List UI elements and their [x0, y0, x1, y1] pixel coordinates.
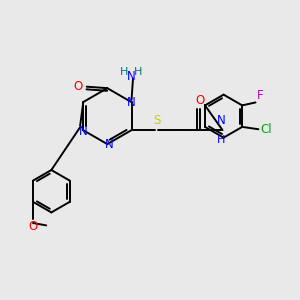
Text: N: N — [79, 125, 88, 138]
Text: S: S — [153, 114, 160, 127]
Text: H: H — [119, 67, 128, 77]
Text: O: O — [28, 220, 38, 233]
Text: N: N — [127, 96, 136, 109]
Text: O: O — [73, 80, 82, 93]
Text: F: F — [257, 88, 263, 102]
Text: H: H — [217, 135, 226, 146]
Text: Cl: Cl — [260, 123, 272, 136]
Text: N: N — [217, 114, 226, 127]
Text: N: N — [104, 138, 113, 151]
Text: N: N — [127, 70, 135, 83]
Text: H: H — [134, 67, 142, 77]
Text: O: O — [195, 94, 205, 106]
